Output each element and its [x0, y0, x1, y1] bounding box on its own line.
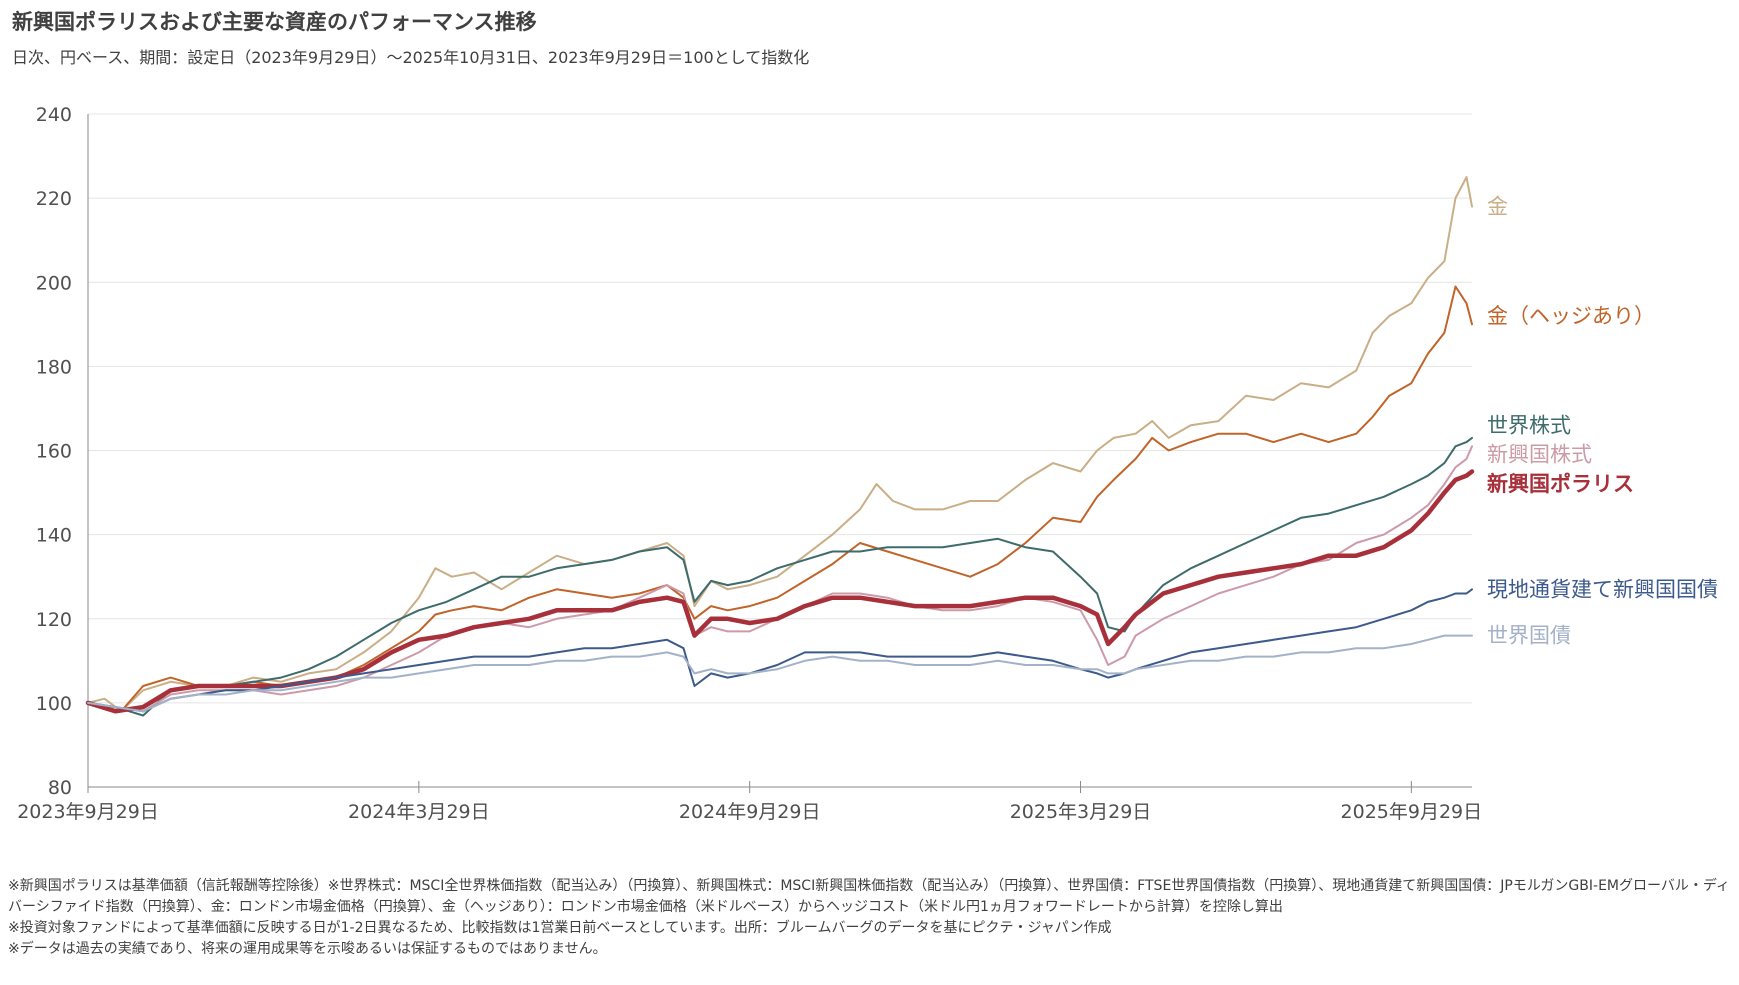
series-label: 金（ヘッジあり） — [1487, 304, 1655, 328]
x-tick-label: 2025年9月29日 — [1341, 801, 1483, 823]
series-lines — [85, 176, 1475, 717]
footnote-1: ※新興国ポラリスは基準価額（信託報酬等控除後）※世界株式：MSCI全世界株価指数… — [8, 878, 1730, 915]
chart-title: 新興国ポラリスおよび主要な資産のパフォーマンス推移 — [12, 10, 537, 34]
series-line-新興国株式 — [87, 445, 1473, 713]
y-tick-label: 80 — [48, 777, 72, 799]
y-tick-label: 200 — [36, 272, 72, 294]
series-label: 金 — [1487, 195, 1508, 219]
series-line-世界国債 — [87, 634, 1473, 713]
y-tick-label: 120 — [36, 609, 72, 631]
footnote-2: ※投資対象ファンドによって基準価額に反映する日が1-2日異なるため、比較指数は1… — [8, 920, 1112, 936]
series-label: 世界国債 — [1487, 624, 1571, 648]
x-tick-label: 2025年3月29日 — [1010, 801, 1152, 823]
footnote-3: ※データは過去の実績であり、将来の運用成果等を示唆あるいは保証するものではありま… — [8, 941, 607, 957]
y-tick-label: 240 — [36, 104, 72, 126]
y-tick-label: 100 — [36, 693, 72, 715]
series-line-世界株式 — [87, 436, 1473, 717]
y-axis-ticks: 80 100 120 140 160 180 200 220 240 — [36, 104, 72, 799]
series-line-金（ヘッジあり） — [87, 285, 1473, 713]
y-tick-label: 160 — [36, 441, 72, 463]
series-label: 現地通貨建て新興国国債 — [1487, 577, 1718, 601]
x-axis: 2023年9月29日 2024年3月29日 2024年9月29日 2025年3月29日… — [17, 114, 1482, 823]
chart-subtitle: 日次、円ベース、期間：設定日（2023年9月29日）～2025年10月31日、2… — [12, 48, 810, 67]
series-line-現地通貨建て新興国国債 — [87, 588, 1473, 713]
x-tick-label: 2024年3月29日 — [348, 801, 490, 823]
series-label: 世界株式 — [1487, 413, 1571, 437]
y-tick-label: 140 — [36, 525, 72, 547]
series-line-新興国ポラリス — [85, 469, 1475, 714]
x-tick-label: 2023年9月29日 — [17, 801, 159, 823]
series-label: 新興国ポラリス — [1487, 472, 1634, 496]
y-tick-label: 220 — [36, 188, 72, 210]
series-line-金 — [87, 176, 1473, 713]
y-tick-label: 180 — [36, 356, 72, 378]
x-tick-label: 2024年9月29日 — [679, 801, 821, 823]
series-label: 新興国株式 — [1487, 443, 1592, 467]
footnotes: ※新興国ポラリスは基準価額（信託報酬等控除後）※世界株式：MSCI全世界株価指数… — [8, 876, 1733, 960]
